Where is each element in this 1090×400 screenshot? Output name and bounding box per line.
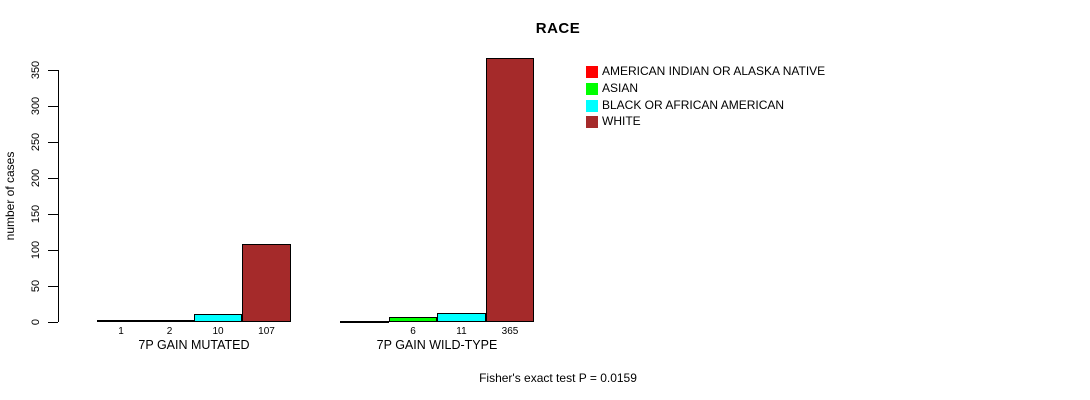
legend-item-black-or-african-american: BLACK OR AFRICAN AMERICAN: [586, 99, 784, 112]
y-tick: [48, 214, 58, 215]
legend-item-asian: ASIAN: [586, 82, 638, 95]
y-tick-label: 250: [30, 132, 42, 152]
bar-7p-gain-mutated-american-indian-or-alaska-native: [97, 320, 145, 322]
bar-value-label: 2: [166, 326, 173, 337]
y-axis-line: [58, 70, 59, 322]
bar-7p-gain-mutated-asian: [145, 320, 194, 322]
group-label-wild-type: 7P GAIN WILD-TYPE: [376, 338, 498, 352]
y-tick-label: 350: [30, 60, 42, 80]
legend-swatch-cyan: [586, 99, 598, 112]
bar-value-label: 10: [212, 326, 224, 337]
legend-swatch-dark-red: [586, 115, 598, 128]
y-tick: [48, 106, 58, 107]
bar-7p-gain-mutated-black-or-african-american: [194, 314, 242, 322]
legend-swatch-red: [586, 65, 598, 78]
y-tick-label: 50: [30, 279, 42, 293]
y-tick: [48, 250, 58, 251]
y-tick-label: 100: [30, 240, 42, 260]
group-label-mutated: 7P GAIN MUTATED: [138, 338, 250, 352]
bar-value-label: 6: [410, 326, 416, 337]
bar-value-label: 107: [258, 326, 275, 337]
bar-value-label: 365: [501, 326, 519, 337]
legend-item-white: WHITE: [586, 115, 641, 128]
bar-7p-gain-wild-type-american-indian-or-alaska-native: [340, 321, 389, 323]
bar-value-label: 1: [118, 326, 124, 337]
chart-title: RACE: [535, 20, 581, 37]
y-tick: [48, 142, 58, 143]
y-tick: [48, 322, 58, 323]
bar-7p-gain-mutated-white: [242, 244, 291, 322]
bar-7p-gain-wild-type-black-or-african-american: [437, 313, 486, 322]
y-tick: [48, 70, 58, 71]
y-axis-title: number of cases: [3, 151, 17, 241]
y-tick-label: 200: [30, 168, 42, 188]
bar-7p-gain-wild-type-white: [486, 58, 534, 322]
y-tick: [48, 178, 58, 179]
y-tick: [48, 286, 58, 287]
y-tick-label: 0: [30, 318, 42, 326]
legend-item-american-indian: AMERICAN INDIAN OR ALASKA NATIVE: [586, 65, 825, 78]
legend-swatch-green: [586, 82, 598, 95]
fisher-test-annotation: Fisher's exact test P = 0.0159: [479, 371, 637, 385]
y-tick-label: 300: [30, 96, 42, 116]
bar-7p-gain-wild-type-asian: [389, 317, 437, 322]
bar-value-label: 11: [456, 326, 467, 337]
y-tick-label: 150: [30, 204, 42, 224]
